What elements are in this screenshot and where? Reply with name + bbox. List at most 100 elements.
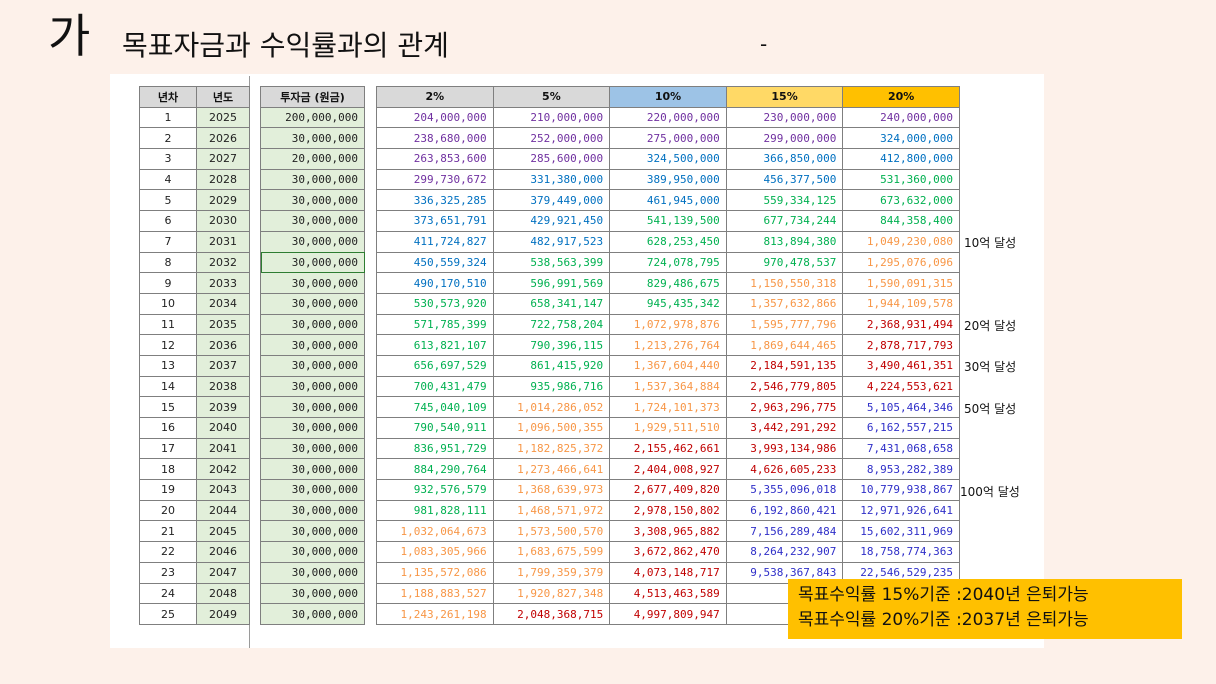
cell-year[interactable]: 2042 — [196, 458, 250, 481]
cell-return[interactable]: 6,192,860,421 — [725, 499, 844, 522]
cell-year[interactable]: 2036 — [196, 334, 250, 356]
cell-nyeoncha[interactable]: 17 — [139, 437, 197, 460]
cell-return[interactable]: 538,563,399 — [492, 251, 611, 274]
cell-return[interactable]: 1,595,777,796 — [725, 313, 844, 336]
cell-return[interactable]: 613,821,107 — [376, 334, 494, 356]
cell-year[interactable]: 2025 — [196, 106, 250, 129]
cell-return[interactable]: 412,800,000 — [842, 148, 960, 170]
cell-return[interactable]: 1,799,359,379 — [492, 561, 611, 584]
cell-return[interactable]: 658,341,147 — [492, 292, 611, 315]
cell-return[interactable]: 299,730,672 — [376, 168, 494, 191]
cell-return[interactable]: 238,680,000 — [376, 127, 494, 150]
cell-nyeoncha[interactable]: 19 — [139, 479, 197, 501]
cell-nyeoncha[interactable]: 20 — [139, 499, 197, 522]
cell-return[interactable]: 204,000,000 — [376, 106, 494, 129]
cell-year[interactable]: 2043 — [196, 479, 250, 501]
cell-year[interactable]: 2034 — [196, 292, 250, 315]
cell-nyeoncha[interactable]: 25 — [139, 603, 197, 625]
cell-return[interactable]: 252,000,000 — [492, 127, 611, 150]
cell-return[interactable]: 3,672,862,470 — [609, 541, 727, 563]
cell-nyeoncha[interactable]: 22 — [139, 541, 197, 563]
cell-return[interactable]: 1,724,101,373 — [609, 396, 727, 418]
cell-return[interactable]: 1,944,109,578 — [842, 292, 960, 315]
cell-year[interactable]: 2049 — [196, 603, 250, 625]
cell-return[interactable]: 15,602,311,969 — [842, 520, 960, 543]
cell-return[interactable]: 230,000,000 — [725, 106, 844, 129]
cell-year[interactable]: 2026 — [196, 127, 250, 150]
cell-investment[interactable]: 30,000,000 — [260, 354, 365, 377]
cell-year[interactable]: 2029 — [196, 189, 250, 212]
cell-investment[interactable]: 30,000,000 — [260, 458, 365, 481]
cell-return[interactable]: 530,573,920 — [376, 292, 494, 315]
cell-return[interactable]: 1,573,500,570 — [492, 520, 611, 543]
cell-return[interactable]: 932,576,579 — [376, 479, 494, 501]
cell-return[interactable]: 7,156,289,484 — [725, 520, 844, 543]
cell-return[interactable]: 1,590,091,315 — [842, 272, 960, 294]
cell-return[interactable]: 981,828,111 — [376, 499, 494, 522]
cell-return[interactable]: 935,986,716 — [492, 375, 611, 398]
cell-return[interactable]: 2,404,008,927 — [609, 458, 727, 481]
cell-return[interactable]: 1,273,466,641 — [492, 458, 611, 481]
cell-nyeoncha[interactable]: 4 — [139, 168, 197, 191]
cell-investment[interactable]: 30,000,000 — [260, 251, 365, 274]
cell-return[interactable]: 461,945,000 — [609, 189, 727, 212]
cell-year[interactable]: 2028 — [196, 168, 250, 191]
cell-return[interactable]: 1,135,572,086 — [376, 561, 494, 584]
cell-return[interactable]: 1,213,276,764 — [609, 334, 727, 356]
cell-return[interactable]: 10,779,938,867 — [842, 479, 960, 501]
cell-nyeoncha[interactable]: 12 — [139, 334, 197, 356]
cell-investment[interactable]: 200,000,000 — [260, 106, 365, 129]
cell-investment[interactable]: 30,000,000 — [260, 292, 365, 315]
cell-return[interactable]: 4,073,148,717 — [609, 561, 727, 584]
cell-return[interactable]: 1,150,550,318 — [725, 272, 844, 294]
cell-return[interactable]: 2,677,409,820 — [609, 479, 727, 501]
cell-nyeoncha[interactable]: 6 — [139, 210, 197, 232]
cell-return[interactable]: 4,224,553,621 — [842, 375, 960, 398]
cell-return[interactable]: 677,734,244 — [725, 210, 844, 232]
cell-return[interactable]: 429,921,450 — [492, 210, 611, 232]
cell-nyeoncha[interactable]: 7 — [139, 230, 197, 253]
cell-return[interactable]: 1,096,500,355 — [492, 417, 611, 439]
cell-return[interactable]: 1,182,825,372 — [492, 437, 611, 460]
cell-return[interactable]: 1,083,305,966 — [376, 541, 494, 563]
cell-investment[interactable]: 30,000,000 — [260, 499, 365, 522]
cell-investment[interactable]: 30,000,000 — [260, 479, 365, 501]
cell-nyeoncha[interactable]: 16 — [139, 417, 197, 439]
cell-return[interactable]: 813,894,380 — [725, 230, 844, 253]
cell-return[interactable]: 722,758,204 — [492, 313, 611, 336]
cell-return[interactable]: 1,295,076,096 — [842, 251, 960, 274]
cell-return[interactable]: 1,367,604,440 — [609, 354, 727, 377]
cell-nyeoncha[interactable]: 13 — [139, 354, 197, 377]
cell-return[interactable]: 6,162,557,215 — [842, 417, 960, 439]
cell-nyeoncha[interactable]: 11 — [139, 313, 197, 336]
cell-return[interactable]: 531,360,000 — [842, 168, 960, 191]
cell-year[interactable]: 2048 — [196, 582, 250, 605]
cell-return[interactable]: 1,032,064,673 — [376, 520, 494, 543]
cell-investment[interactable]: 20,000,000 — [260, 148, 365, 170]
cell-return[interactable]: 324,000,000 — [842, 127, 960, 150]
cell-return[interactable]: 5,355,096,018 — [725, 479, 844, 501]
cell-return[interactable]: 482,917,523 — [492, 230, 611, 253]
cell-return[interactable]: 945,435,342 — [609, 292, 727, 315]
cell-return[interactable]: 389,950,000 — [609, 168, 727, 191]
cell-return[interactable]: 1,072,978,876 — [609, 313, 727, 336]
cell-return[interactable]: 411,724,827 — [376, 230, 494, 253]
cell-investment[interactable]: 30,000,000 — [260, 582, 365, 605]
cell-return[interactable]: 541,139,500 — [609, 210, 727, 232]
cell-return[interactable]: 790,396,115 — [492, 334, 611, 356]
cell-year[interactable]: 2039 — [196, 396, 250, 418]
cell-return[interactable]: 8,264,232,907 — [725, 541, 844, 563]
cell-nyeoncha[interactable]: 9 — [139, 272, 197, 294]
cell-year[interactable]: 2044 — [196, 499, 250, 522]
cell-return[interactable]: 275,000,000 — [609, 127, 727, 150]
cell-return[interactable]: 263,853,600 — [376, 148, 494, 170]
cell-return[interactable]: 1,468,571,972 — [492, 499, 611, 522]
cell-return[interactable]: 18,758,774,363 — [842, 541, 960, 563]
cell-year[interactable]: 2033 — [196, 272, 250, 294]
cell-return[interactable]: 3,993,134,986 — [725, 437, 844, 460]
cell-return[interactable]: 299,000,000 — [725, 127, 844, 150]
cell-investment[interactable]: 30,000,000 — [260, 375, 365, 398]
cell-return[interactable]: 571,785,399 — [376, 313, 494, 336]
cell-year[interactable]: 2035 — [196, 313, 250, 336]
cell-return[interactable]: 1,243,261,198 — [376, 603, 494, 625]
